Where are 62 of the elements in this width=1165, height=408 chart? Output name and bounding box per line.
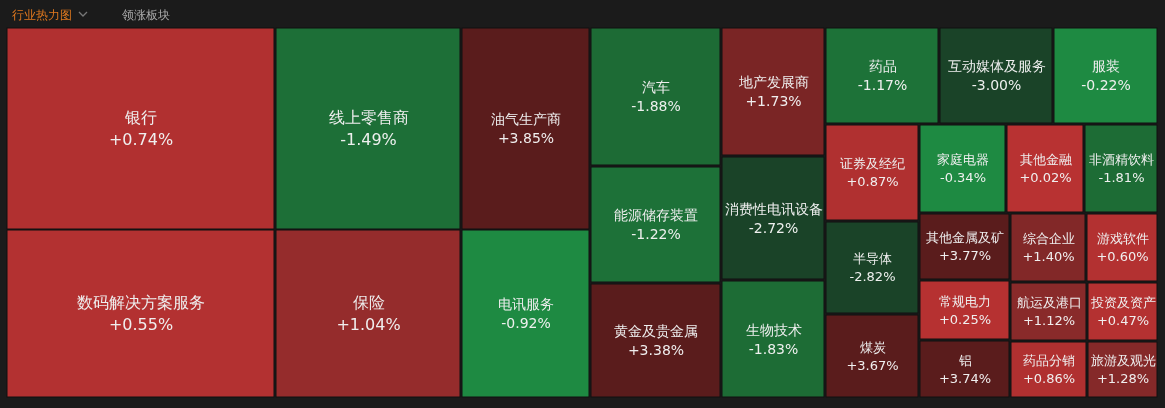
data-label: -0.92% bbox=[501, 315, 551, 331]
data-label: +1.04% bbox=[336, 315, 401, 334]
category-label: 油气生产商 bbox=[491, 111, 561, 128]
category-label: 服装 bbox=[1092, 58, 1120, 75]
data-label: -1.49% bbox=[340, 130, 397, 149]
category-label: 投资及资产 bbox=[1089, 295, 1156, 311]
data-label: -2.72% bbox=[748, 219, 799, 236]
data-label: -1.17% bbox=[857, 77, 908, 93]
data-label: -1.81% bbox=[1098, 170, 1145, 185]
data-label: +0.47% bbox=[1096, 313, 1150, 328]
data-label: +0.25% bbox=[938, 311, 992, 327]
category-label: 旅游及观光 bbox=[1090, 353, 1156, 369]
category-label: 常规电力 bbox=[939, 293, 991, 309]
data-label: +3.38% bbox=[627, 342, 685, 358]
data-label: +0.87% bbox=[846, 174, 899, 189]
category-label: 半导体 bbox=[853, 251, 892, 267]
data-label: +3.85% bbox=[497, 130, 555, 146]
category-label: 药品 bbox=[868, 58, 897, 75]
category-label: 证券及经纪 bbox=[840, 156, 905, 172]
data-label: -0.22% bbox=[1081, 77, 1131, 93]
category-label: 游戏软件 bbox=[1096, 231, 1149, 247]
data-label: +0.02% bbox=[1019, 170, 1072, 185]
data-label: -0.34% bbox=[940, 170, 986, 185]
data-label: -1.88% bbox=[631, 98, 681, 114]
data-label: +0.60% bbox=[1096, 249, 1149, 264]
data-label: -2.82% bbox=[849, 269, 896, 284]
category-label: 汽车 bbox=[642, 79, 670, 96]
category-label: 其他金属及矿 bbox=[926, 230, 1004, 246]
category-label: 药品分销 bbox=[1023, 353, 1075, 369]
category-label: 消费性电讯设备 bbox=[724, 200, 823, 217]
data-label: +1.28% bbox=[1096, 371, 1150, 386]
data-label: +3.77% bbox=[938, 248, 992, 263]
data-label: -1.22% bbox=[631, 226, 681, 242]
data-label: +0.86% bbox=[1022, 371, 1076, 386]
text: 行业热力图 bbox=[12, 8, 72, 22]
category-label: 航运及港口 bbox=[1016, 295, 1082, 311]
category-label: 电讯服务 bbox=[498, 296, 554, 313]
data-label: -1.83% bbox=[748, 340, 799, 357]
data-label: +0.74% bbox=[108, 130, 174, 149]
category-label: 数码解决方案服务 bbox=[77, 293, 205, 313]
text: 领涨板块 bbox=[122, 8, 170, 22]
category-label: 保险 bbox=[352, 293, 385, 313]
category-label: 银行 bbox=[124, 108, 157, 128]
data-label: +0.55% bbox=[108, 315, 174, 334]
category-label: 家庭电器 bbox=[937, 152, 989, 168]
category-label: 综合企业 bbox=[1022, 231, 1075, 247]
category-label: 线上零售商 bbox=[328, 108, 409, 128]
category-label: 煤炭 bbox=[859, 339, 886, 355]
category-label: 其他金融 bbox=[1019, 152, 1072, 168]
data-label: +3.67% bbox=[846, 357, 899, 373]
data-label: +1.12% bbox=[1022, 313, 1076, 328]
category-label: 铝 bbox=[957, 352, 972, 368]
data-label: -3.00% bbox=[971, 77, 1022, 93]
category-label: 黄金及贵金属 bbox=[614, 323, 698, 340]
category-label: 地产发展商 bbox=[737, 74, 809, 91]
category-label: 互动媒体及服务 bbox=[947, 58, 1046, 75]
data-label: +3.74% bbox=[938, 370, 992, 386]
data-label: +1.73% bbox=[745, 93, 802, 109]
category-label: 能源储存装置 bbox=[614, 207, 698, 224]
category-label: 非酒精饮料 bbox=[1089, 152, 1154, 168]
data-label: +1.40% bbox=[1022, 249, 1075, 264]
category-label: 生物技术 bbox=[745, 321, 802, 338]
